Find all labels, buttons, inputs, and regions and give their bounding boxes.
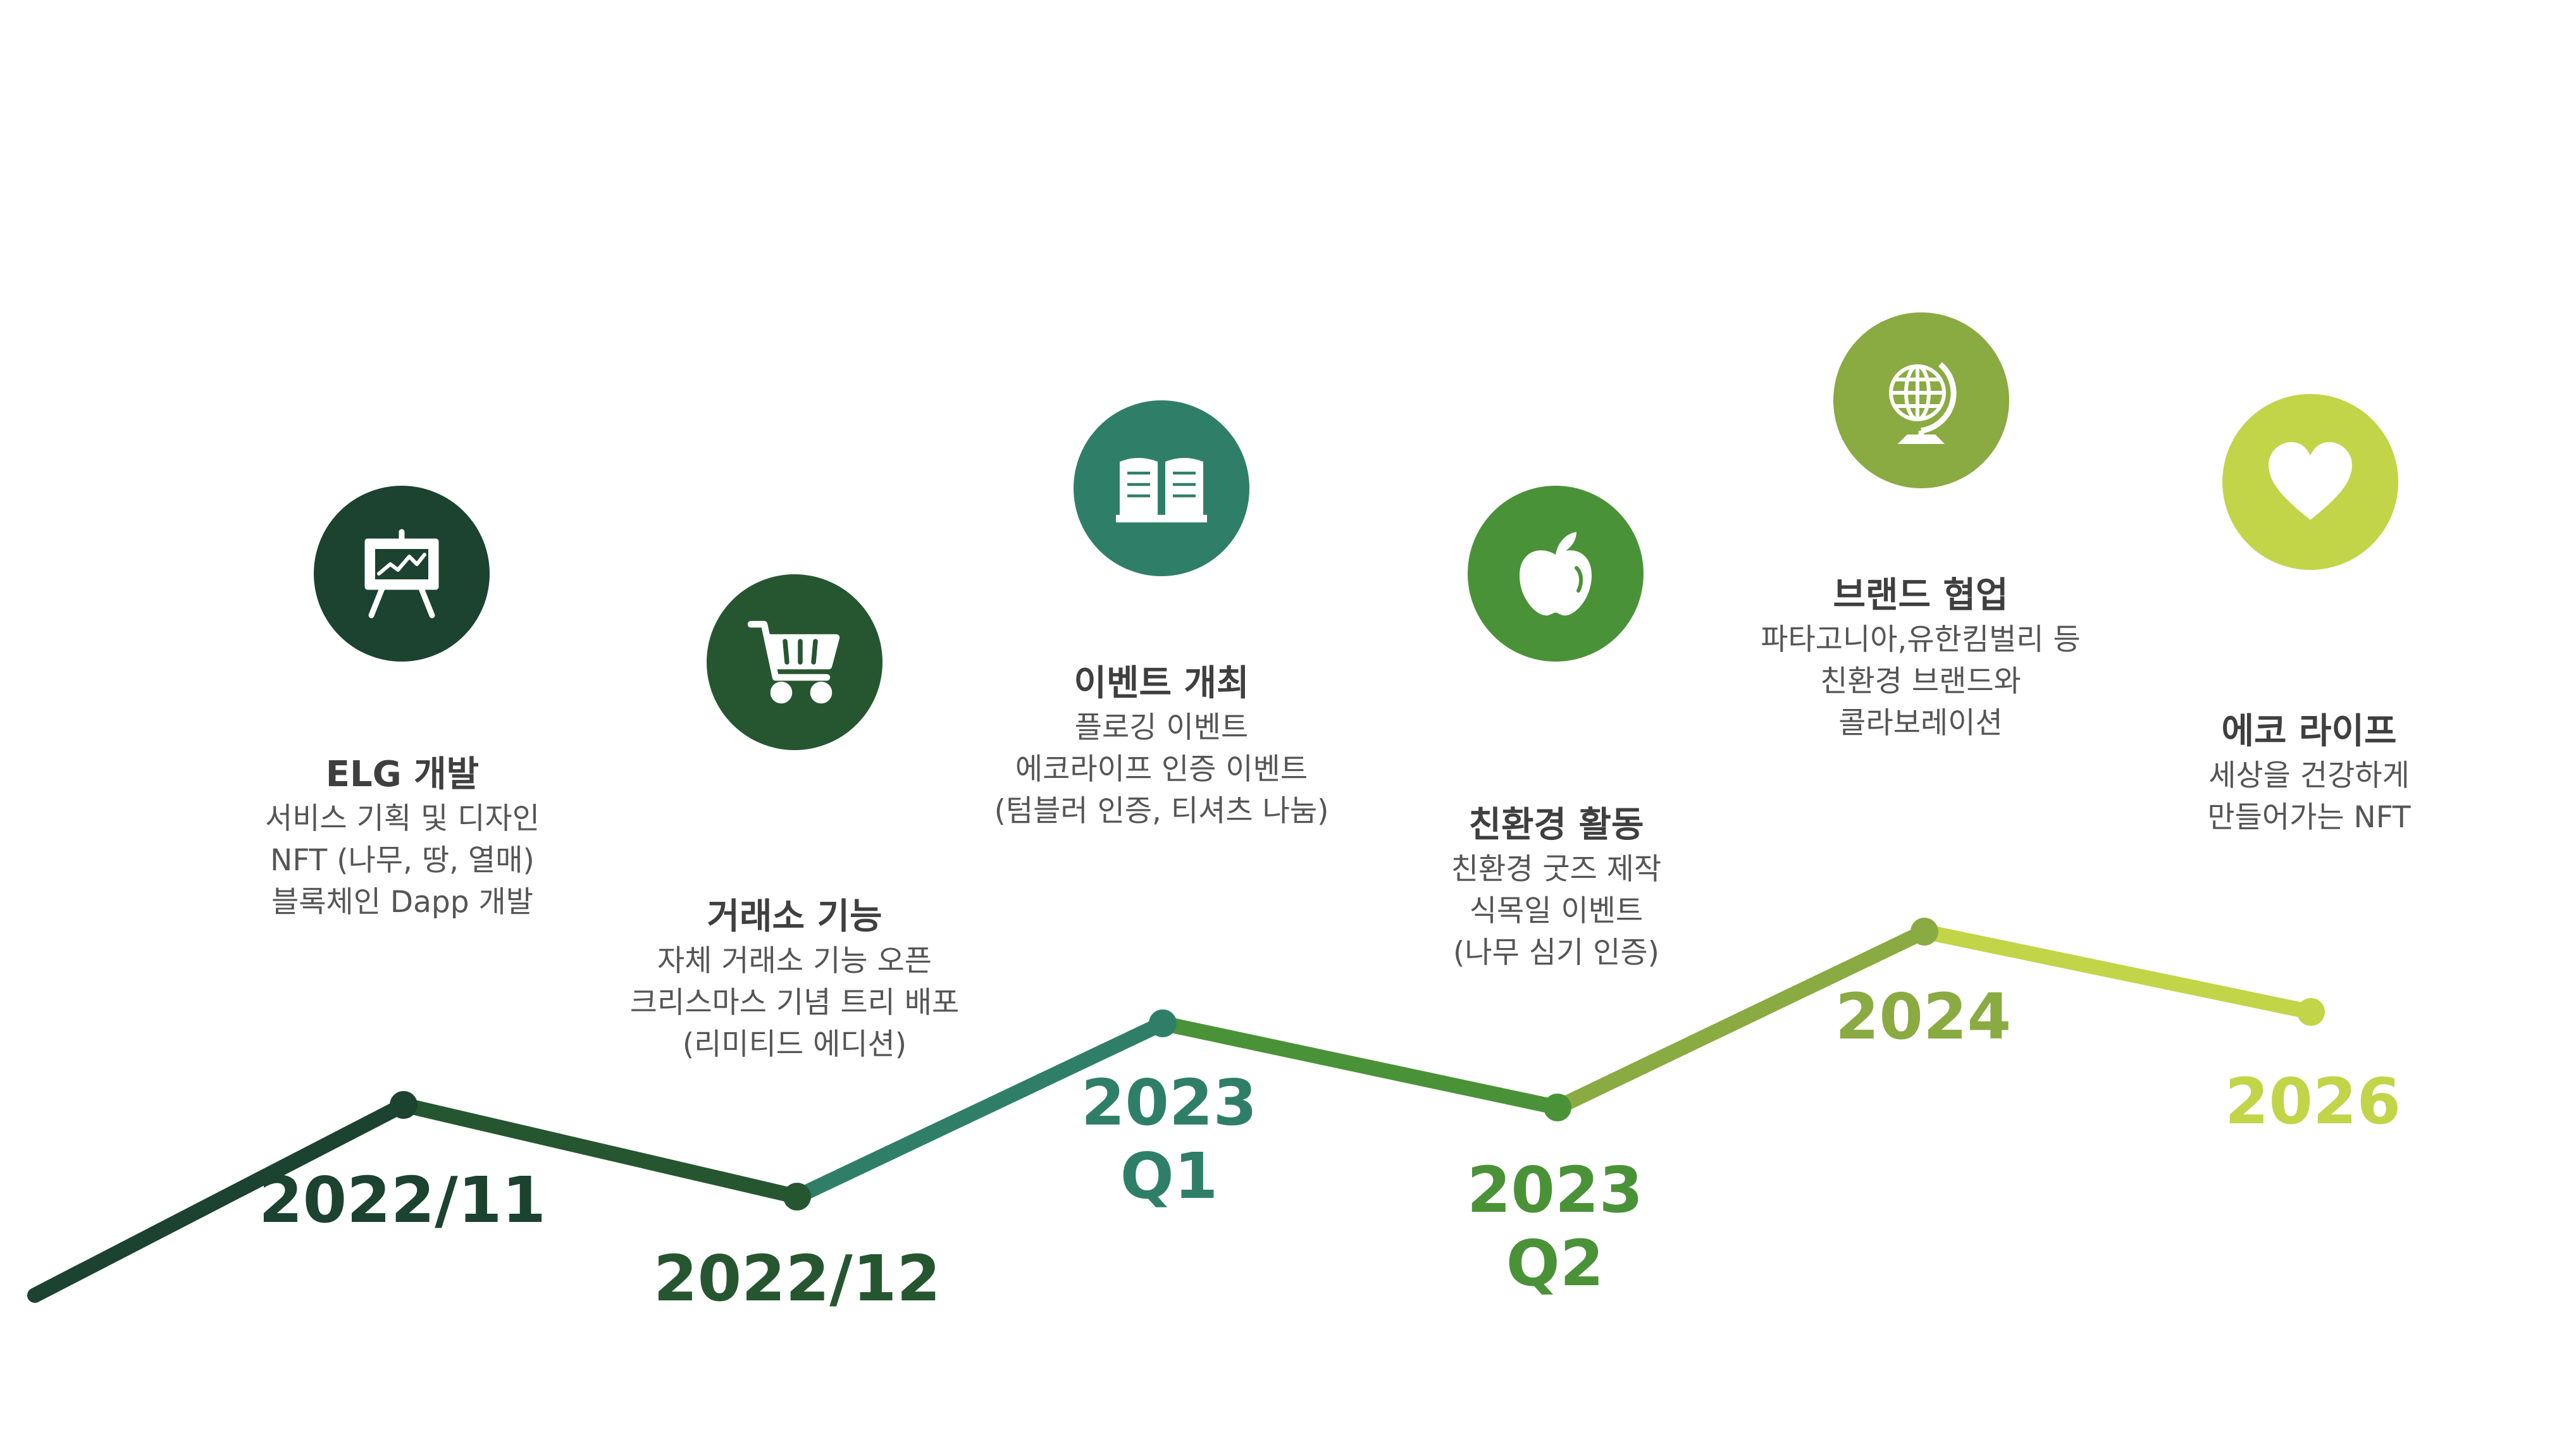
timeline-segment <box>27 1097 411 1303</box>
timeline-node <box>390 1091 418 1119</box>
milestone-detail: 친환경 브랜드와 <box>1820 664 2021 699</box>
milestone-detail: 만들어가는 NFT <box>2207 800 2411 835</box>
milestone-date-quarter: Q1 <box>1120 1139 1218 1213</box>
timeline-segment <box>1155 1016 1565 1115</box>
milestone-title: 이벤트 개최 <box>1074 663 1249 704</box>
milestone-icon-circle <box>1468 486 1644 662</box>
milestone-date-year: 2023 <box>1081 1066 1258 1140</box>
milestone-date: 2022/12 <box>653 1242 941 1316</box>
milestone-block: 에코 라이프 세상을 건강하게 만들어가는 NFT <box>2107 708 2511 839</box>
timeline-segment <box>1917 924 2319 1020</box>
milestone-detail: (나무 심기 인증) <box>1453 935 1659 970</box>
globe-icon <box>1889 362 1957 444</box>
milestone-block: 거래소 기능 자체 거래소 기능 오픈 크리스마스 기념 트리 배포 (리미티드… <box>592 894 997 1066</box>
apple-icon <box>1520 532 1592 616</box>
milestone-title: 거래소 기능 <box>707 896 882 937</box>
shopping-cart-icon <box>747 620 840 704</box>
heart-icon <box>2269 442 2352 520</box>
milestone-detail: 파타고니아,유한킴벌리 등 <box>1761 622 2081 657</box>
milestone-date: 2024 <box>1835 980 2012 1054</box>
timeline-node <box>2297 998 2325 1026</box>
milestone-block: ELG 개발 서비스 기획 및 디자인 NFT (나무, 땅, 열매) 블록체인… <box>200 751 605 923</box>
milestone-title: 에코 라이프 <box>2221 711 2397 752</box>
milestone-date: 2023 Q2 <box>1365 1154 1745 1300</box>
milestone-detail: 에코라이프 인증 이벤트 <box>1015 752 1308 787</box>
milestone-date-year: 2023 <box>1466 1153 1644 1227</box>
milestone-detail: 자체 거래소 기능 오픈 <box>657 944 932 978</box>
milestone-date-quarter: Q2 <box>1506 1226 1604 1300</box>
milestone-icon-circle <box>1074 400 1249 576</box>
milestone-icon-circle <box>314 486 490 662</box>
milestone-detail: 플로깅 이벤트 <box>1074 710 1249 745</box>
milestone-detail: 콜라보레이션 <box>1838 706 2003 741</box>
milestone-detail: NFT (나무, 땅, 열매) <box>270 843 535 878</box>
milestone-detail: 블록체인 Dapp 개발 <box>271 885 533 920</box>
timeline-node <box>1149 1009 1177 1037</box>
open-book-icon <box>1116 458 1207 522</box>
milestone-icon-circle <box>1833 312 2009 488</box>
timeline-segment <box>396 1097 805 1204</box>
milestone-icon-circle <box>707 574 882 750</box>
milestone-date: 2022/11 <box>258 1163 546 1237</box>
milestone-detail: (텀블러 인증, 티셔츠 나눔) <box>994 794 1329 829</box>
milestone-title: ELG 개발 <box>325 754 480 795</box>
milestone-block: 이벤트 개최 플로깅 이벤트 에코라이프 인증 이벤트 (텀블러 인증, 티셔츠… <box>959 660 1364 832</box>
timeline-segment <box>1550 924 1932 1115</box>
milestone-detail: 친환경 굿즈 제작 <box>1451 852 1662 887</box>
milestone-detail: 세상을 건강하게 <box>2208 758 2410 793</box>
milestone-detail: (리미티드 에디션) <box>682 1027 907 1062</box>
milestone-detail: 크리스마스 기념 트리 배포 <box>629 985 960 1020</box>
milestone-block: 브랜드 협업 파타고니아,유한킴벌리 등 친환경 브랜드와 콜라보레이션 <box>1718 572 2123 744</box>
timeline-segment <box>790 1016 1170 1204</box>
timeline-node <box>1544 1094 1571 1121</box>
milestone-title: 친환경 활동 <box>1468 805 1644 846</box>
milestone-date: 2023 Q1 <box>979 1066 1359 1213</box>
milestone-title: 브랜드 협업 <box>1833 575 2009 616</box>
milestone-date: 2026 <box>2224 1064 2401 1138</box>
milestone-detail: 식목일 이벤트 <box>1469 894 1644 928</box>
milestone-icon-circle <box>2222 394 2398 570</box>
milestone-block: 친환경 활동 친환경 굿즈 제작 식목일 이벤트 (나무 심기 인증) <box>1354 802 1759 974</box>
timeline-node <box>783 1183 811 1211</box>
presentation-board-icon <box>364 529 439 619</box>
timeline-node <box>1910 918 1938 946</box>
milestone-detail: 서비스 기획 및 디자인 <box>265 801 540 836</box>
